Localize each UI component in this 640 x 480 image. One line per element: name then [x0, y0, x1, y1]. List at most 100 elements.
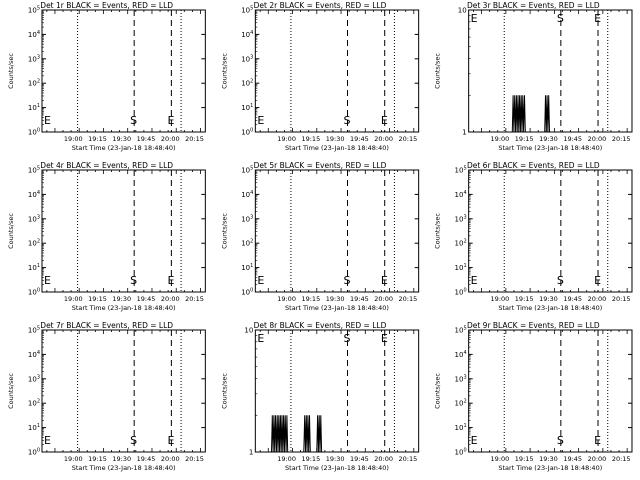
y-axis-label: Counts/sec — [7, 373, 15, 409]
x-axis-label: Start Time (23-Jan-18 18:48:40) — [72, 304, 176, 312]
plot-frame — [254, 9, 420, 133]
x-tick-label: 19:15 — [88, 135, 107, 143]
detector-panel: Det 2r BLACK = Events, RED = LLD 100 101 10… — [220, 1, 420, 152]
plot-frame — [254, 329, 420, 453]
detector-panel: Det 7r BLACK = Events, RED = LLD 100 101 10… — [7, 321, 206, 472]
x-tick-label: 19:45 — [563, 135, 582, 143]
e-marker: E — [594, 434, 601, 447]
y-tick-label: 101 — [241, 263, 253, 272]
x-tick-label: 19:30 — [326, 135, 345, 143]
x-tick-label: 19:00 — [64, 135, 83, 143]
e-marker: E — [381, 332, 388, 345]
x-tick-label: 19:15 — [515, 135, 534, 143]
x-axis-label: Start Time (23-Jan-18 18:48:40) — [72, 144, 176, 152]
x-tick-label: 20:15 — [399, 135, 418, 143]
x-tick-label: 20:15 — [399, 295, 418, 303]
plot-frame — [468, 329, 633, 453]
panel-title: Det 6r BLACK = Events, RED = LLD — [467, 161, 600, 170]
detector-panel: Det 5r BLACK = Events, RED = LLD 100 101 10… — [220, 161, 420, 312]
x-tick-label: 19:30 — [112, 135, 131, 143]
e-marker: E — [44, 114, 51, 127]
x-tick-label: 19:15 — [301, 295, 320, 303]
x-tick-label: 19:30 — [112, 455, 131, 463]
x-tick-label: 19:00 — [277, 135, 296, 143]
s-marker: S — [130, 274, 137, 287]
panel-title: Det 1r BLACK = Events, RED = LLD — [40, 1, 173, 10]
y-tick-label: 1 — [249, 449, 253, 457]
x-tick-label: 20:00 — [161, 135, 180, 143]
panel-title: Det 4r BLACK = Events, RED = LLD — [40, 161, 173, 170]
y-tick-label: 105 — [455, 326, 467, 335]
y-tick-label: 100 — [455, 288, 467, 297]
y-tick-label: 100 — [455, 448, 467, 457]
e-marker: E — [168, 274, 175, 287]
y-tick-label: 105 — [241, 6, 253, 15]
y-axis-label: Counts/sec — [220, 373, 228, 409]
y-tick-label: 103 — [241, 214, 253, 223]
y-axis-label: Counts/sec — [434, 53, 442, 89]
y-tick-label: 104 — [28, 190, 40, 199]
y-tick-label: 100 — [241, 288, 253, 297]
x-tick-label: 19:30 — [539, 455, 558, 463]
panel-title: Det 5r BLACK = Events, RED = LLD — [254, 161, 387, 170]
detector-panel: Det 6r BLACK = Events, RED = LLD 100 101 10… — [434, 161, 633, 312]
x-tick-label: 20:00 — [374, 295, 393, 303]
y-tick-label: 101 — [28, 263, 40, 272]
x-tick-label: 19:15 — [88, 455, 107, 463]
x-axis-label: Start Time (23-Jan-18 18:48:40) — [72, 464, 176, 472]
detector-panel: Det 4r BLACK = Events, RED = LLD 100 101 10… — [7, 161, 206, 312]
x-axis-label: Start Time (23-Jan-18 18:48:40) — [285, 464, 389, 472]
x-tick-label: 19:45 — [350, 135, 369, 143]
e-marker: E — [471, 434, 478, 447]
x-tick-label: 19:30 — [539, 295, 558, 303]
y-tick-label: 102 — [455, 399, 467, 408]
e-marker: E — [594, 274, 601, 287]
y-tick-label: 103 — [455, 374, 467, 383]
y-tick-label: 10 — [244, 327, 253, 335]
s-marker: S — [344, 114, 351, 127]
x-tick-label: 19:30 — [539, 135, 558, 143]
y-tick-label: 1 — [462, 129, 466, 137]
x-tick-label: 19:45 — [350, 455, 369, 463]
e-marker: E — [257, 274, 264, 287]
e-marker: E — [381, 274, 388, 287]
x-tick-label: 19:00 — [491, 135, 510, 143]
s-marker: S — [557, 12, 564, 25]
x-tick-label: 20:15 — [185, 455, 204, 463]
x-tick-label: 19:45 — [137, 455, 156, 463]
panel-title: Det 7r BLACK = Events, RED = LLD — [40, 321, 173, 330]
x-tick-label: 20:00 — [588, 135, 607, 143]
plot-frame — [254, 169, 420, 293]
y-tick-label: 103 — [241, 54, 253, 63]
y-tick-label: 105 — [28, 6, 40, 15]
x-tick-label: 19:00 — [491, 455, 510, 463]
y-tick-label: 102 — [455, 239, 467, 248]
y-tick-label: 102 — [28, 79, 40, 88]
y-tick-label: 104 — [28, 350, 40, 359]
y-axis-label: Counts/sec — [7, 53, 15, 89]
s-marker: S — [557, 434, 564, 447]
x-tick-label: 19:00 — [277, 455, 296, 463]
e-marker: E — [381, 114, 388, 127]
e-marker: E — [257, 332, 264, 345]
detector-panel: Det 1r BLACK = Events, RED = LLD 100 101 10… — [7, 1, 206, 152]
x-tick-label: 19:30 — [326, 295, 345, 303]
x-tick-label: 19:45 — [563, 455, 582, 463]
x-tick-label: 19:30 — [326, 455, 345, 463]
y-tick-label: 102 — [241, 239, 253, 248]
y-tick-label: 100 — [241, 128, 253, 137]
x-tick-label: 20:00 — [374, 455, 393, 463]
s-marker: S — [557, 274, 564, 287]
plot-frame — [468, 169, 633, 293]
y-tick-label: 105 — [28, 326, 40, 335]
y-axis-label: Counts/sec — [434, 373, 442, 409]
x-axis-label: Start Time (23-Jan-18 18:48:40) — [285, 144, 389, 152]
e-marker: E — [168, 114, 175, 127]
y-tick-label: 101 — [28, 423, 40, 432]
y-tick-label: 100 — [28, 448, 40, 457]
events-series-line — [271, 415, 323, 453]
y-tick-label: 105 — [241, 166, 253, 175]
x-axis-label: Start Time (23-Jan-18 18:48:40) — [498, 464, 602, 472]
x-tick-label: 19:00 — [64, 455, 83, 463]
